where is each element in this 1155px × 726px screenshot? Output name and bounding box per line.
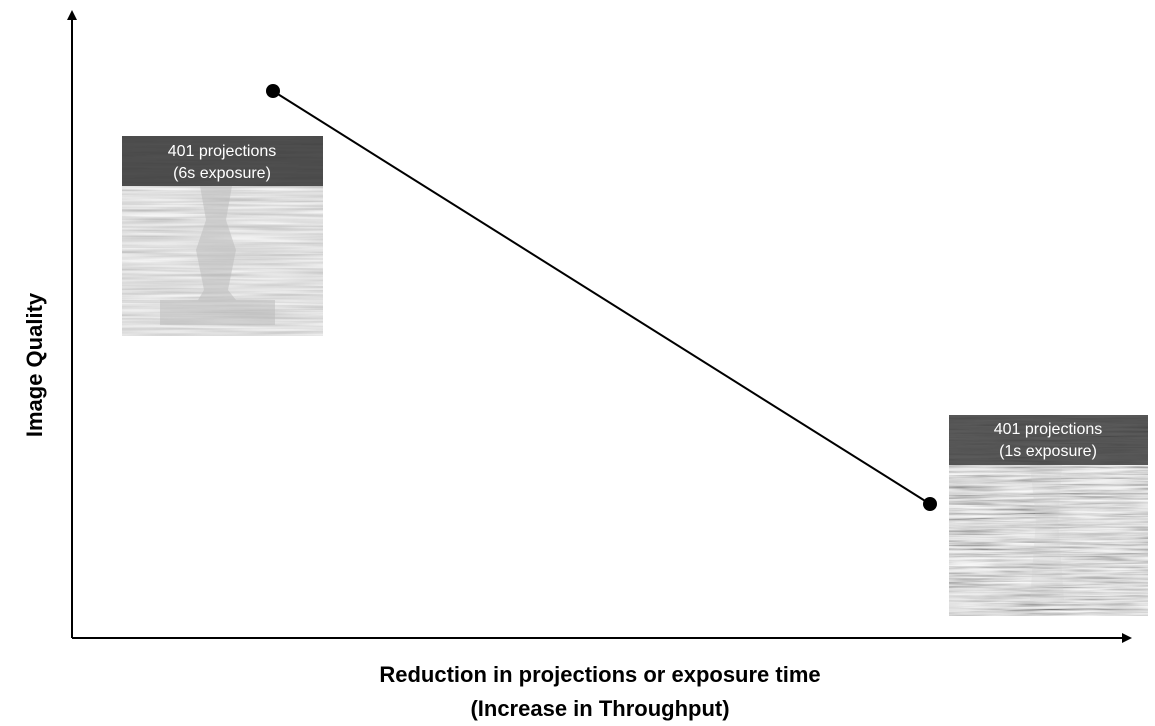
trend-line — [273, 91, 930, 504]
image-caption: (6s exposure) — [173, 165, 271, 182]
x-axis-label: Reduction in projections or exposure tim… — [379, 662, 820, 687]
point — [923, 497, 937, 511]
point — [266, 84, 280, 98]
scan-image: 401 projections (1s exposure) — [949, 415, 1148, 616]
x-axis-label: (Increase in Throughput) — [470, 696, 729, 721]
scan-image: 401 projections (6s exposure) — [122, 136, 323, 336]
y-axis-label: Image Quality — [22, 292, 47, 437]
image-caption: 401 projections — [168, 143, 277, 160]
diagram: Image Quality Reduction in projections o… — [0, 0, 1155, 726]
image-caption: (1s exposure) — [999, 443, 1097, 460]
image-caption: 401 projections — [994, 421, 1103, 438]
